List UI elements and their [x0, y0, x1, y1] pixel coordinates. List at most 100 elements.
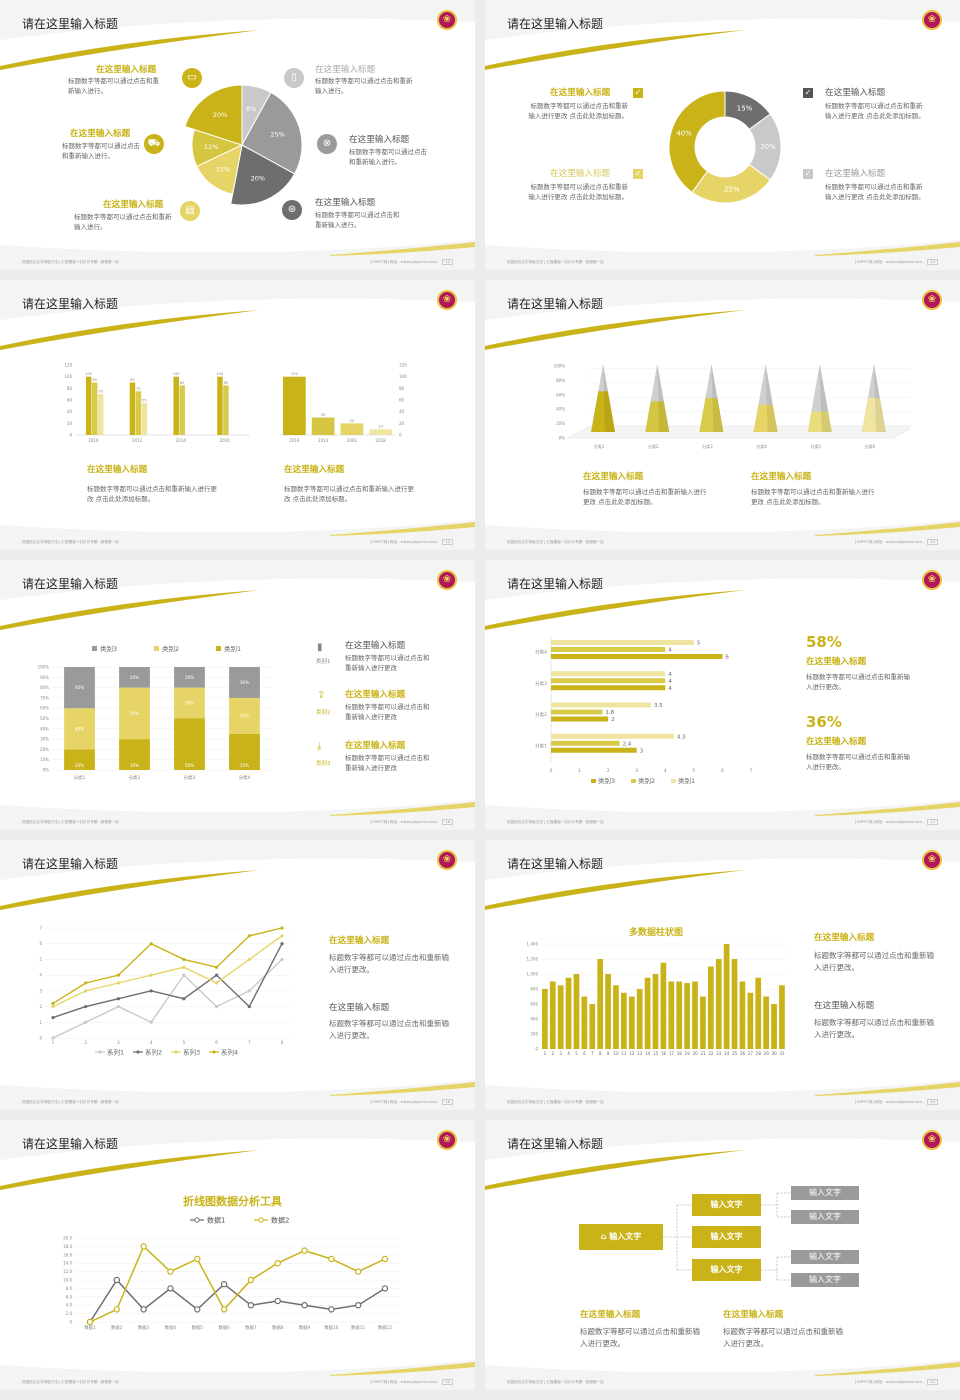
text-title: 在这里输入标题 — [751, 472, 812, 482]
upload-icon: ⇪ — [317, 690, 326, 701]
slide-title: 请在这里输入标题 — [507, 577, 604, 591]
x-tick-label: 5 — [183, 1040, 186, 1045]
checkbox-icon[interactable]: ✓ — [633, 169, 643, 179]
bar — [771, 1004, 777, 1049]
school-logo: ❀ — [922, 1130, 942, 1150]
text-title: 在这里输入标题 — [583, 472, 644, 482]
x-tick-label: 2016 — [289, 438, 300, 443]
data-point — [167, 1285, 174, 1292]
slide-19[interactable]: 请在这里输入标题 ❀ 多数据柱状图 0 200 400 600 800 1,000 1,20… — [485, 840, 960, 1110]
slide-21[interactable]: 请在这里输入标题 ❀ ⌂ 输入文字 输入文字 输入文字 输入文字 输入文字 输入… — [485, 1120, 960, 1390]
x-tick-label: 分类1 — [74, 774, 86, 781]
y-tick-label: 1,000 — [527, 972, 539, 977]
bar-chart-icon: ▮ — [317, 642, 323, 653]
mid-node[interactable]: 输入文字 — [692, 1259, 761, 1281]
data-point — [84, 981, 88, 985]
legend-label: 类别3 — [100, 644, 117, 653]
legend-label: 类别2 — [638, 776, 655, 785]
checkbox-icon[interactable]: ✓ — [633, 88, 643, 98]
data-point — [381, 1255, 389, 1263]
footer-left: 校园综合文字排版方法 | 汇报模板一幻灯片专题 · 辞退第一页 — [507, 1100, 604, 1104]
x-tick-label: 数据10 — [324, 1324, 338, 1331]
bar — [551, 716, 609, 722]
x-tick-label: 21 — [700, 1051, 706, 1056]
item-title: 在这里输入标题 — [345, 741, 406, 751]
slide-footer: 校园综合文字排版方法 | 汇报模板一幻灯片专题 · 辞退第一页 [OHPPT网] … — [485, 537, 960, 550]
legend-swatch — [631, 779, 636, 783]
bar — [621, 992, 627, 1049]
decor-swoosh — [485, 0, 960, 270]
legend-label: 系列2 — [145, 1048, 162, 1057]
page-number: 16 — [442, 819, 453, 825]
x-tick-label: 9 — [607, 1051, 610, 1056]
item-text: 标题数字等都可以通过点击和重新输入进行更改 — [345, 703, 430, 722]
data-point — [280, 926, 284, 930]
y-tick-label: 7 — [39, 926, 42, 931]
slide-title: 请在这里输入标题 — [507, 297, 604, 311]
slide-13[interactable]: 请在这里输入标题 ❀ 15% 20% 25% 40% 在这里输入标题 ✓ 标题数字等都… — [485, 0, 960, 270]
slide-15[interactable]: 请在这里输入标题 ❀ 0% 20% 40% 60% 80% 100% 分类1 分类2 分类3 分类… — [485, 280, 960, 550]
y-tick-label: 0 — [69, 1320, 72, 1325]
stat-text: 标题数字等都可以通过点击和重新输入进行更改。 — [806, 753, 910, 772]
y-tick-label: 10.0 — [63, 1278, 72, 1283]
footer-left: 校园综合文字排版方法 | 汇报模板一幻灯片专题 · 辞退第一页 — [22, 820, 119, 824]
slide-14[interactable]: 请在这里输入标题 ❀ 0 20 40 60 80 100 120 100 90 70 2010 90 7… — [0, 280, 475, 550]
slide-17[interactable]: 请在这里输入标题 ❀ 0 1 2 3 4 5 6 7 分类4 6 4 5 分类3 4 4 4 分类2 2 1.8 3.… — [485, 560, 960, 830]
x-tick-label: 分类6 — [865, 443, 876, 449]
line-chart: 0 2.0 4.0 6.0 8.0 10.0 12.0 14.0 16.0 18.0 20.0 数据1… — [63, 1216, 400, 1331]
slide-20[interactable]: 请在这里输入标题 ❀ 折线图数据分析工具 0 2.0 4.0 6.0 8.0 10.0 12… — [0, 1120, 475, 1390]
bar — [542, 989, 548, 1049]
school-logo: ❀ — [922, 850, 942, 870]
y-tick-label: 12.0 — [63, 1269, 72, 1274]
monitor-icon: ▭ — [182, 68, 202, 88]
x-tick-label: 7 — [248, 1040, 251, 1045]
leaf-node[interactable]: 输入文字 — [791, 1250, 859, 1264]
footer-right: [OHPPT网] 网址：www.pptgenius.com — [370, 1380, 437, 1384]
slide-title: 请在这里输入标题 — [507, 17, 604, 31]
phone-icon: ▯ — [284, 68, 304, 88]
mid-node[interactable]: 输入文字 — [692, 1194, 761, 1216]
data-point — [116, 973, 121, 977]
x-tick-label: 数据2 — [111, 1324, 123, 1331]
school-logo: ❀ — [437, 290, 457, 310]
leaf-node[interactable]: 输入文字 — [791, 1210, 859, 1224]
school-logo: ❀ — [437, 570, 457, 590]
slide-16[interactable]: 请在这里输入标题 ❀ 类别3 类别2 类别1 0% 10% 20% 30% 40% 50% 60%… — [0, 560, 475, 830]
x-tick-label: 4 — [567, 1051, 570, 1056]
text-title: 在这里输入标题 — [723, 1310, 784, 1320]
stacked-bar-chart: 类别3 类别2 类别1 0% 10% 20% 30% 40% 50% 60% 70% 80% 90% 10… — [38, 644, 272, 781]
bar — [739, 981, 746, 1049]
checkbox-icon[interactable]: ✓ — [803, 169, 813, 179]
bar-label: 85 — [224, 381, 229, 385]
pie-label: 8% — [246, 105, 256, 113]
bar-label: 50% — [130, 711, 139, 716]
checkbox-icon[interactable]: ✓ — [803, 88, 813, 98]
x-tick-label: 12 — [629, 1051, 635, 1056]
y-tick-label: 20 — [399, 421, 405, 426]
legend-label: 类别1 — [224, 644, 241, 653]
y-tick-label: 100% — [38, 665, 50, 670]
legend-label: 系列4 — [221, 1048, 238, 1057]
footer-left: 校园综合文字排版方法 | 汇报模板一幻灯片专题 · 辞退第一页 — [507, 820, 604, 824]
page-number: 20 — [442, 1379, 453, 1385]
leaf-node[interactable]: 输入文字 — [791, 1273, 859, 1287]
y-tick-label: 70% — [40, 695, 49, 700]
bar-label: 30% — [240, 680, 249, 685]
bar — [700, 996, 706, 1049]
slide-18[interactable]: 请在这里输入标题 ❀ 0 1 2 3 4 5 6 7 1 2 3 4 5 6 7 8 系列1 系列2 系列3 系列4 … — [0, 840, 475, 1110]
y-tick-label: 100% — [554, 364, 566, 369]
item-title: 在这里输入标题 — [70, 129, 131, 139]
x-tick-label: 分类3 — [702, 443, 713, 449]
y-tick-label: 2.0 — [66, 1311, 73, 1316]
footer-left: 校园综合文字排版方法 | 汇报模板一幻灯片专题 · 辞退第一页 — [22, 1100, 119, 1104]
y-tick-label: 60 — [67, 398, 73, 403]
bar-label: 1.8 — [605, 710, 614, 716]
bar-label: 2.4 — [623, 741, 632, 747]
root-node[interactable]: ⌂ 输入文字 — [579, 1224, 663, 1250]
mid-node[interactable]: 输入文字 — [692, 1226, 761, 1248]
slide-12[interactable]: 请在这里输入标题 ❀ 8% 25% 20% 15% 12% 20% 在这里输入标题 标题数… — [0, 0, 475, 270]
footer-left: 校园综合文字排版方法 | 汇报模板一幻灯片专题 · 辞退第一页 — [507, 540, 604, 544]
leaf-node[interactable]: 输入文字 — [791, 1186, 859, 1200]
bar — [605, 974, 611, 1049]
footer-right: [OHPPT网] 网址：www.pptgenius.com — [370, 260, 437, 264]
